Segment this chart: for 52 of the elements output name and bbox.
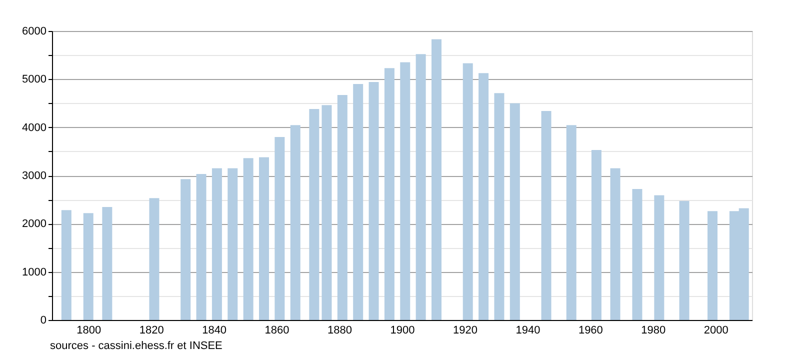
x-tick-label: 2000 <box>704 324 728 336</box>
bar <box>610 168 620 320</box>
y-tick-label: 0 <box>40 314 46 326</box>
bar <box>102 207 112 320</box>
bar <box>541 110 552 320</box>
x-tick-label: 1820 <box>139 324 164 336</box>
x-tick-label: 1980 <box>641 324 666 336</box>
bar <box>400 62 410 320</box>
x-tick-label: 1860 <box>264 324 290 336</box>
bar <box>632 188 642 320</box>
bar <box>259 157 269 320</box>
bar <box>432 39 442 320</box>
y-tick-label: 5000 <box>22 74 46 86</box>
bar <box>83 213 94 320</box>
bar <box>322 105 332 320</box>
bar <box>309 109 320 320</box>
bar <box>566 125 576 320</box>
x-tick-label: 1840 <box>202 324 227 336</box>
bar <box>708 211 718 320</box>
y-tick-label: 3000 <box>22 170 46 182</box>
bar <box>290 125 300 320</box>
x-tick-label: 1880 <box>328 324 352 336</box>
bar <box>149 198 160 320</box>
bar <box>337 95 348 320</box>
bar <box>679 201 690 320</box>
bar <box>384 68 394 320</box>
bar <box>416 54 426 320</box>
x-tick-label: 1960 <box>578 324 603 336</box>
bar <box>212 168 222 320</box>
bar <box>368 82 379 320</box>
x-tick-label: 1920 <box>452 324 478 336</box>
y-tick-label: 2000 <box>22 218 46 230</box>
bar <box>353 84 364 320</box>
bar <box>591 150 602 320</box>
bar <box>274 136 285 320</box>
bar <box>478 73 489 320</box>
bar <box>462 63 473 320</box>
bar <box>61 210 72 320</box>
x-tick-label: 1800 <box>76 324 102 336</box>
bar <box>510 103 520 320</box>
y-tick-label: 4000 <box>22 122 46 134</box>
x-tick-label: 1940 <box>516 324 540 336</box>
bar <box>196 174 206 320</box>
bar <box>228 168 238 320</box>
x-tick-label: 1900 <box>390 324 415 336</box>
bar <box>180 179 191 320</box>
y-tick-label: 1000 <box>22 266 46 278</box>
y-tick-label: 6000 <box>22 26 46 38</box>
bar <box>243 158 254 320</box>
source-note: sources - cassini.ehess.fr et INSEE <box>50 340 222 350</box>
bar <box>654 195 664 320</box>
bar <box>494 93 504 320</box>
